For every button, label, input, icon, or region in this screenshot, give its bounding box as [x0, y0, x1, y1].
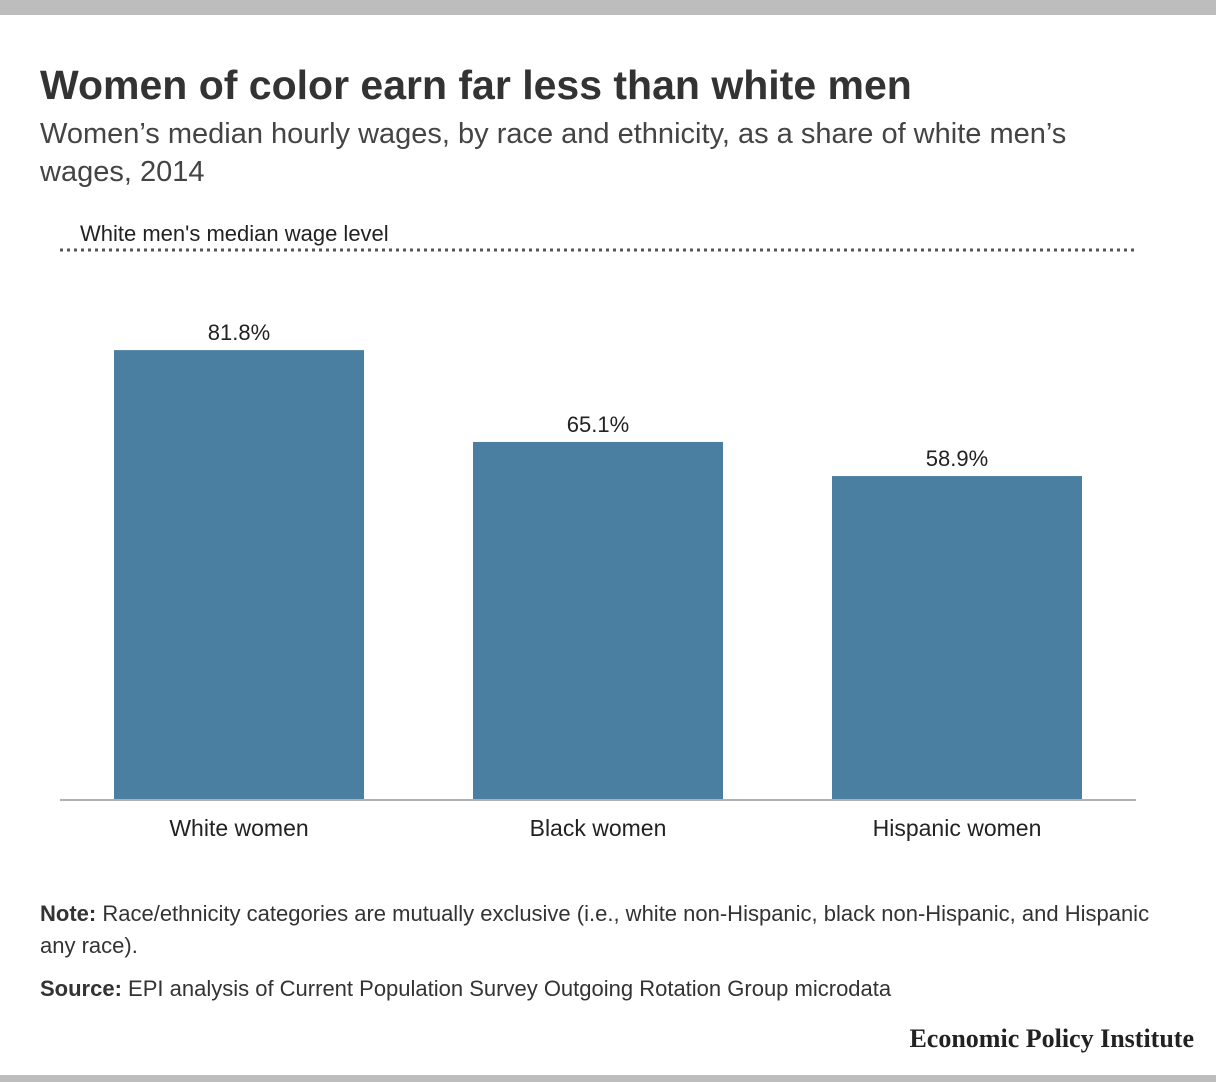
- reference-line-label: White men's median wage level: [80, 221, 389, 246]
- value-label: 58.9%: [926, 446, 988, 471]
- bar-black-women: [473, 441, 723, 800]
- note-label: Note:: [40, 901, 97, 926]
- value-label: 81.8%: [208, 320, 270, 345]
- note-text: Race/ethnicity categories are mutually e…: [40, 901, 1150, 958]
- category-label: Black women: [530, 815, 667, 841]
- chart-source: Source: EPI analysis of Current Populati…: [40, 973, 1160, 1005]
- chart-note: Note: Race/ethnicity categories are mutu…: [40, 898, 1160, 962]
- value-label: 65.1%: [567, 412, 629, 437]
- source-label: Source:: [40, 976, 122, 1001]
- top-rule: [0, 0, 1216, 15]
- bar-chart: White men's median wage level 81.8% White…: [60, 221, 1136, 841]
- category-label: Hispanic women: [873, 815, 1042, 841]
- category-label: White women: [169, 815, 308, 841]
- source-text: EPI analysis of Current Population Surve…: [128, 976, 892, 1001]
- publisher-logo-text: Economic Policy Institute: [909, 1024, 1194, 1053]
- bars-group: 81.8% White women 65.1% Black women 58.9% His…: [114, 320, 1082, 841]
- bar-white-women: [114, 350, 364, 800]
- chart-title: Women of color earn far less than white …: [40, 62, 912, 108]
- bottom-rule: [0, 1075, 1216, 1082]
- bar-hispanic-women: [832, 476, 1082, 800]
- chart-subtitle: Women’s median hourly wages, by race and…: [40, 118, 1067, 188]
